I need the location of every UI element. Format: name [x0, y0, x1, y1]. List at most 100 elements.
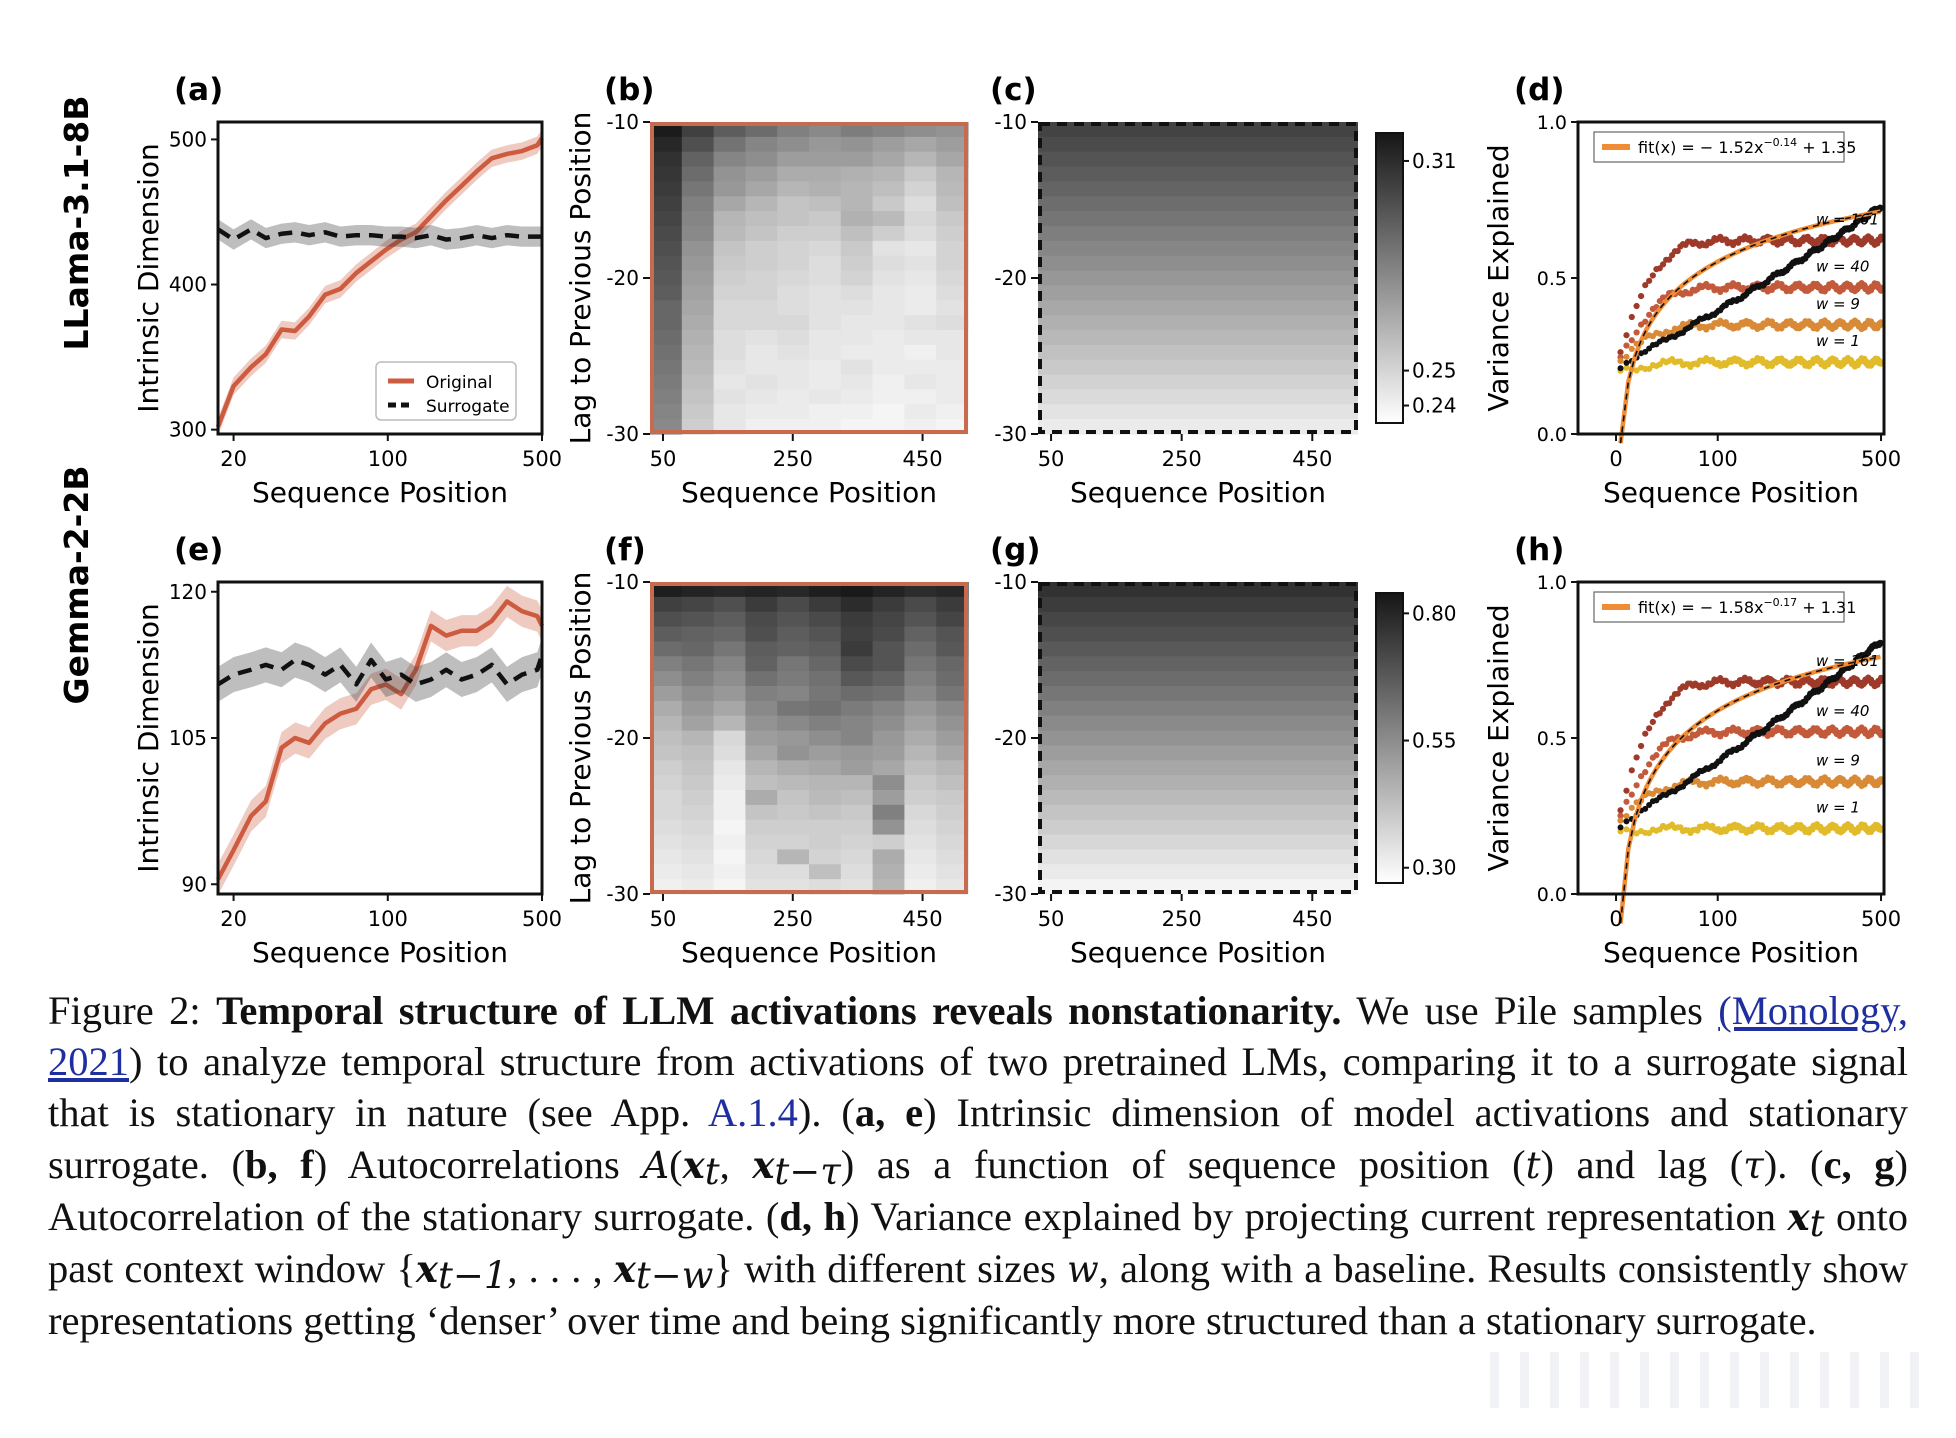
plot-frame — [650, 122, 968, 434]
scatter-point — [1623, 826, 1630, 833]
caption-text-11: onto past context window — [48, 1193, 1908, 1292]
x-tick-label: 50 — [1038, 907, 1065, 931]
series-line-original — [216, 599, 545, 881]
heatmap-cell — [745, 330, 778, 346]
scatter-point — [1649, 718, 1656, 726]
heatmap-cell — [681, 211, 715, 227]
y-tick-label: 0.5 — [1537, 728, 1567, 750]
heatmap-cell — [872, 166, 905, 183]
math-x: x — [1787, 1194, 1810, 1239]
math-brace-open: { — [396, 1246, 416, 1292]
fit-formula-main: fit(x) = − 1.52x — [1638, 138, 1763, 157]
heatmap-cell — [713, 745, 746, 761]
heatmap-cell — [872, 255, 905, 272]
heatmap-cell — [936, 730, 969, 747]
heatmap-cell — [840, 374, 874, 391]
colorbar — [1375, 132, 1404, 424]
row-label: Gemma-2-2B — [57, 466, 96, 705]
heatmap-cell — [650, 226, 683, 242]
heatmap-cell — [1038, 404, 1358, 420]
heatmap-cell — [904, 686, 937, 702]
heatmap-cell — [713, 300, 746, 316]
heatmap-cell — [904, 775, 937, 791]
heatmap-cell — [840, 760, 874, 776]
heatmap-cell — [872, 404, 905, 420]
scatter-point — [1617, 817, 1624, 824]
heatmap-cell — [650, 790, 683, 806]
heatmap-cell — [904, 804, 937, 821]
fit-formula: fit(x) = − 1.52x−0.14 + 1.35 — [1638, 136, 1856, 157]
heatmap-cell — [777, 136, 810, 153]
legend-box — [1593, 131, 1845, 163]
heatmap-cell — [650, 715, 683, 732]
heatmap-cell — [872, 775, 905, 791]
legend-label: Original — [426, 373, 493, 393]
heatmap-cell — [904, 760, 937, 776]
heatmap-cell — [713, 641, 746, 657]
heatmap-cell — [713, 730, 746, 747]
series-label: w = 161 — [1816, 211, 1879, 229]
heatmap-cell — [745, 700, 778, 717]
panel-letter: (b) — [604, 72, 655, 108]
scatter-point — [1642, 769, 1649, 776]
heatmap-cell — [681, 834, 715, 851]
heatmap-cell — [840, 745, 874, 761]
heatmap-cell — [904, 344, 937, 361]
heatmap-cell — [840, 626, 874, 643]
heatmap-cell — [936, 389, 969, 405]
legend-box — [1593, 591, 1845, 623]
heatmap-cell — [936, 775, 969, 791]
heatmap-cell — [745, 151, 778, 168]
y-tick-label: 90 — [182, 872, 207, 896]
heatmap-cell — [745, 404, 778, 420]
heatmap-cell — [713, 700, 746, 717]
heatmap-cell — [872, 136, 905, 153]
series-label: w = 9 — [1816, 295, 1860, 313]
heatmap-cell — [840, 389, 874, 405]
heatmap-cell — [936, 700, 969, 717]
panel-letter: (e) — [174, 532, 223, 568]
heatmap-cell — [777, 745, 810, 761]
heatmap-cell — [777, 864, 810, 880]
heatmap-cell — [936, 790, 969, 806]
heatmap-cell — [681, 686, 715, 702]
heatmap-cell — [745, 656, 778, 672]
heatmap-cell — [777, 686, 810, 702]
heatmap-cell — [713, 849, 746, 865]
heatmap-cell — [713, 359, 746, 376]
x-tick-label: 500 — [1861, 907, 1901, 931]
x-tick-label: 20 — [220, 447, 247, 471]
caption-text-4: ) Intrinsic dimension of model activatio… — [48, 1090, 1909, 1187]
heatmap-cell — [809, 804, 842, 821]
heatmap-cell — [840, 315, 874, 331]
legend-label: Surrogate — [426, 397, 510, 417]
heatmap-cell — [1038, 285, 1358, 301]
heatmap-cell — [872, 330, 905, 346]
colorbar-tick-label: 0.31 — [1412, 149, 1457, 173]
heatmap-cell — [777, 611, 810, 628]
scatter-point — [1617, 812, 1624, 819]
heatmap-cell — [681, 389, 715, 405]
heatmap-cell — [936, 656, 969, 672]
heatmap-cell — [872, 760, 905, 776]
scatter-point — [1617, 807, 1624, 814]
heatmap-cell — [872, 389, 905, 405]
heatmap-cell — [809, 775, 842, 791]
citation-link[interactable]: (Monology, 2021 — [48, 988, 1909, 1085]
heatmap-cell — [872, 671, 905, 687]
heatmap-cell — [1038, 819, 1358, 836]
heatmap-cell — [745, 641, 778, 657]
heatmap-cell — [840, 285, 874, 301]
x-tick-label: 500 — [522, 907, 562, 931]
heatmap-cell — [650, 151, 683, 168]
heatmap-cell — [650, 700, 683, 717]
y-tick-label: 105 — [169, 726, 207, 750]
heatmap-cell — [1038, 270, 1358, 287]
fit-legend: fit(x) = − 1.58x−0.17 + 1.31 — [1593, 591, 1856, 623]
x-tick-label: 450 — [1292, 447, 1332, 471]
heatmap-cell — [681, 240, 715, 257]
scatter-point — [1663, 740, 1670, 748]
appendix-link[interactable]: A.1.4 — [707, 1090, 798, 1136]
scatter-point — [1646, 311, 1653, 318]
confidence-band — [218, 585, 542, 895]
